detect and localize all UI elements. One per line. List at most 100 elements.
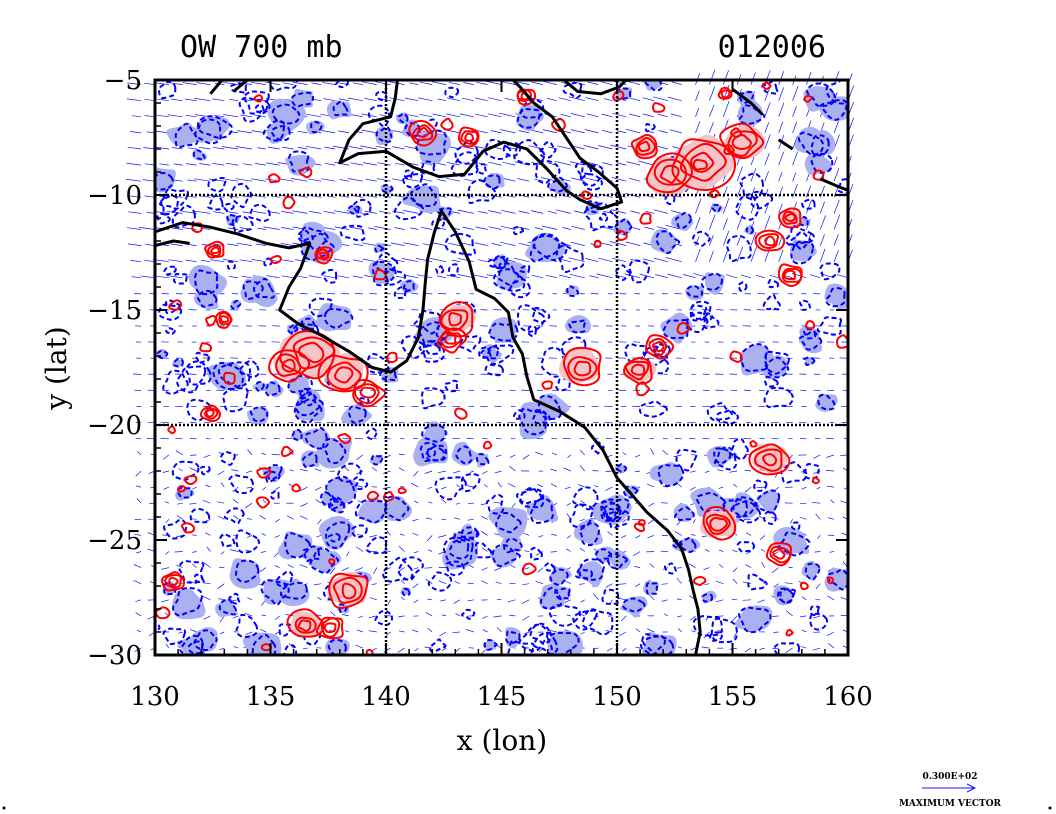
- wind-vector: [235, 178, 253, 182]
- negative-contour: [325, 521, 351, 549]
- wind-vector: [826, 485, 835, 488]
- positive-contour: [482, 440, 493, 450]
- negative-contour: [447, 263, 460, 277]
- negative-contour: [779, 461, 808, 484]
- wind-vector: [430, 258, 447, 263]
- positive-contour: [567, 356, 598, 381]
- wind-vector: [358, 615, 364, 619]
- negative-contour: [581, 608, 614, 636]
- wind-vector: [736, 202, 742, 214]
- negative-contour: [217, 361, 251, 388]
- positive-contour: [717, 86, 733, 100]
- negative-contour: [185, 360, 212, 386]
- wind-vector: [690, 470, 696, 473]
- wind-vector: [129, 131, 142, 134]
- wind-vector: [127, 243, 142, 246]
- wind-vector: [261, 452, 267, 456]
- wind-vector: [557, 145, 571, 150]
- wind-vector: [622, 647, 627, 652]
- wind-vector: [134, 647, 142, 652]
- wind-vector: [792, 151, 798, 166]
- positive-contour: [709, 516, 728, 532]
- wind-vector: [523, 532, 530, 536]
- wind-vector: [598, 145, 613, 150]
- wind-vector: [692, 519, 696, 524]
- negative-contour: [194, 351, 210, 365]
- wind-vector: [499, 112, 516, 118]
- wind-vector: [547, 98, 557, 102]
- wind-vector: [545, 274, 557, 279]
- wind-vector: [493, 615, 502, 618]
- wind-vector: [563, 467, 571, 472]
- positive-contour: [761, 81, 772, 90]
- negative-contour: [434, 476, 467, 501]
- wind-vector: [744, 469, 752, 472]
- wind-vector: [732, 615, 738, 621]
- negative-contour: [492, 255, 509, 270]
- positive-contour: [291, 483, 301, 493]
- positive-contour: [397, 487, 407, 495]
- wind-vector: [136, 498, 142, 504]
- wind-vector: [171, 98, 183, 102]
- negative-contour: [628, 259, 650, 284]
- wind-vector: [644, 194, 655, 198]
- wind-vector: [605, 583, 613, 588]
- wind-vector: [414, 647, 419, 652]
- negative-contour: [710, 617, 738, 644]
- positive-contour: [827, 576, 834, 585]
- wind-vector: [756, 486, 765, 489]
- wind-vector: [800, 646, 807, 649]
- wind-vector: [709, 250, 714, 262]
- negative-contour: [738, 606, 772, 634]
- wind-vector: [412, 518, 419, 522]
- negative-contour: [691, 230, 711, 247]
- negative-contour: [194, 118, 222, 145]
- wind-vector: [394, 227, 405, 230]
- wind-vector: [161, 599, 169, 603]
- negative-contour: [701, 593, 713, 603]
- negative-contour: [509, 278, 531, 299]
- negative-contour: [444, 232, 476, 256]
- wind-vector: [205, 484, 211, 488]
- wind-vector: [812, 647, 821, 651]
- negative-contour: [163, 265, 177, 276]
- negative-contour: [297, 229, 314, 244]
- wind-vector: [420, 226, 433, 230]
- wind-vector: [395, 162, 405, 166]
- positive-contour: [690, 151, 715, 173]
- wind-vector: [295, 259, 308, 263]
- negative-contour: [638, 400, 668, 418]
- negative-contour: [445, 560, 465, 577]
- positive-contour: [333, 366, 354, 384]
- positive-contour: [729, 127, 742, 138]
- positive-contour: [639, 212, 652, 225]
- wind-vector: [586, 113, 599, 118]
- negative-fill: [815, 393, 838, 412]
- negative-contour: [347, 205, 360, 215]
- wind-vector: [161, 567, 169, 570]
- wind-vector: [163, 486, 170, 490]
- negative-fill: [798, 331, 823, 354]
- wind-vector: [825, 470, 835, 472]
- wind-vector: [267, 146, 280, 150]
- negative-contour: [574, 567, 594, 580]
- negative-contour: [321, 268, 338, 284]
- negative-contour: [662, 155, 678, 170]
- wind-vector: [709, 86, 716, 101]
- negative-contour: [402, 280, 415, 293]
- wind-vector: [245, 470, 253, 474]
- wind-vector: [218, 515, 225, 520]
- negative-contour: [443, 379, 459, 393]
- wind-vector: [205, 532, 211, 536]
- wind-vector: [792, 184, 798, 198]
- wind-vector: [813, 454, 821, 459]
- negative-contour: [383, 268, 407, 286]
- negative-contour: [172, 272, 188, 285]
- negative-contour: [674, 506, 695, 521]
- wind-vector: [703, 567, 710, 571]
- wind-vector: [369, 535, 377, 538]
- wind-vector: [516, 226, 530, 230]
- wind-vector: [175, 450, 183, 456]
- wind-vector: [375, 81, 391, 85]
- wind-vector: [360, 145, 377, 150]
